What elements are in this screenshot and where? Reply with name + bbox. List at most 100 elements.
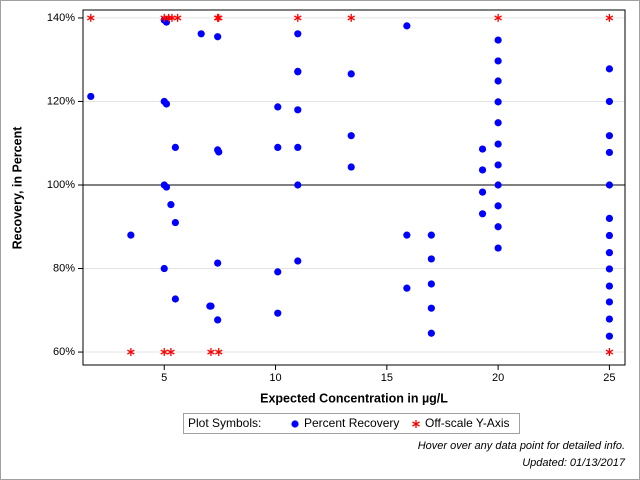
point <box>274 309 282 317</box>
asterisk-marker <box>293 13 302 22</box>
point <box>403 22 411 30</box>
point <box>87 92 95 101</box>
point <box>427 329 435 337</box>
y-tick-label: 120% <box>47 95 75 107</box>
point <box>207 302 215 310</box>
point <box>294 68 302 76</box>
point <box>494 140 502 148</box>
y-tick-label: 60% <box>53 346 75 358</box>
point <box>605 65 614 73</box>
point <box>274 268 282 276</box>
point <box>478 166 487 174</box>
point <box>605 265 614 273</box>
asterisk-marker <box>167 348 175 357</box>
point <box>605 97 614 106</box>
asterisk-marker <box>160 348 169 357</box>
point <box>494 57 502 65</box>
point <box>427 304 435 312</box>
point <box>294 257 302 265</box>
point <box>478 210 487 218</box>
plot-frame <box>82 9 626 366</box>
point <box>171 143 179 152</box>
point <box>214 259 222 267</box>
point <box>494 98 502 106</box>
asterisk-marker <box>207 348 215 357</box>
asterisk-marker <box>86 13 95 22</box>
point <box>605 214 614 223</box>
point <box>294 181 302 189</box>
point <box>294 143 302 152</box>
point <box>197 30 205 38</box>
legend-title: Plot Symbols: <box>188 416 261 430</box>
point <box>427 280 435 288</box>
x-tick-label: 20 <box>492 372 504 384</box>
note: Hover over any data point for detailed i… <box>418 440 625 452</box>
point <box>162 100 171 108</box>
note: Updated: 01/13/2017 <box>522 457 626 469</box>
y-axis-title: Recovery, in Percent <box>10 126 24 250</box>
point <box>403 284 411 292</box>
legend-label: Percent Recovery <box>304 416 399 430</box>
point <box>605 298 614 306</box>
point <box>347 132 355 140</box>
point <box>274 143 282 152</box>
point <box>605 132 614 140</box>
point <box>294 106 302 114</box>
point <box>605 148 614 157</box>
point <box>494 36 502 44</box>
x-tick-label: 25 <box>603 372 615 384</box>
point <box>127 231 135 239</box>
asterisk-marker <box>347 13 356 22</box>
x-axis-title: Expected Concentration in µg/L <box>260 391 448 405</box>
point <box>274 103 282 111</box>
point <box>294 30 302 38</box>
point <box>162 183 171 191</box>
point <box>494 119 502 127</box>
point <box>605 282 614 290</box>
asterisk-marker <box>412 420 420 428</box>
asterisk-marker <box>494 13 502 22</box>
point <box>605 315 614 323</box>
point <box>347 70 355 78</box>
asterisk-marker <box>214 348 223 357</box>
point <box>494 244 502 252</box>
y-tick-label: 80% <box>53 262 75 274</box>
point <box>171 218 179 227</box>
y-tick-label: 100% <box>47 179 75 191</box>
asterisk-marker <box>127 348 135 357</box>
point <box>478 188 487 196</box>
point <box>347 163 355 171</box>
point <box>403 231 411 239</box>
x-tick-label: 10 <box>269 372 281 384</box>
x-tick-label: 5 <box>161 372 167 384</box>
point <box>494 161 502 169</box>
point <box>427 231 435 239</box>
point <box>478 145 487 153</box>
legend-label: Off-scale Y-Axis <box>425 416 509 430</box>
asterisk-marker <box>605 348 614 357</box>
point <box>214 316 222 324</box>
point <box>605 332 614 340</box>
point <box>427 255 435 263</box>
point <box>494 77 502 85</box>
asterisk-marker <box>605 13 614 22</box>
asterisk-marker <box>214 13 223 22</box>
point <box>171 295 179 303</box>
point <box>214 33 222 41</box>
point <box>160 264 168 273</box>
point <box>215 148 223 156</box>
point <box>605 249 614 257</box>
point <box>494 181 502 189</box>
legend-box <box>183 413 520 434</box>
point <box>494 202 502 210</box>
point <box>291 420 299 428</box>
point <box>605 231 614 240</box>
point <box>494 223 502 231</box>
y-tick-label: 140% <box>47 12 75 24</box>
point <box>605 181 614 189</box>
x-tick-label: 15 <box>381 372 393 384</box>
asterisk-marker <box>173 13 182 22</box>
point <box>167 201 175 209</box>
